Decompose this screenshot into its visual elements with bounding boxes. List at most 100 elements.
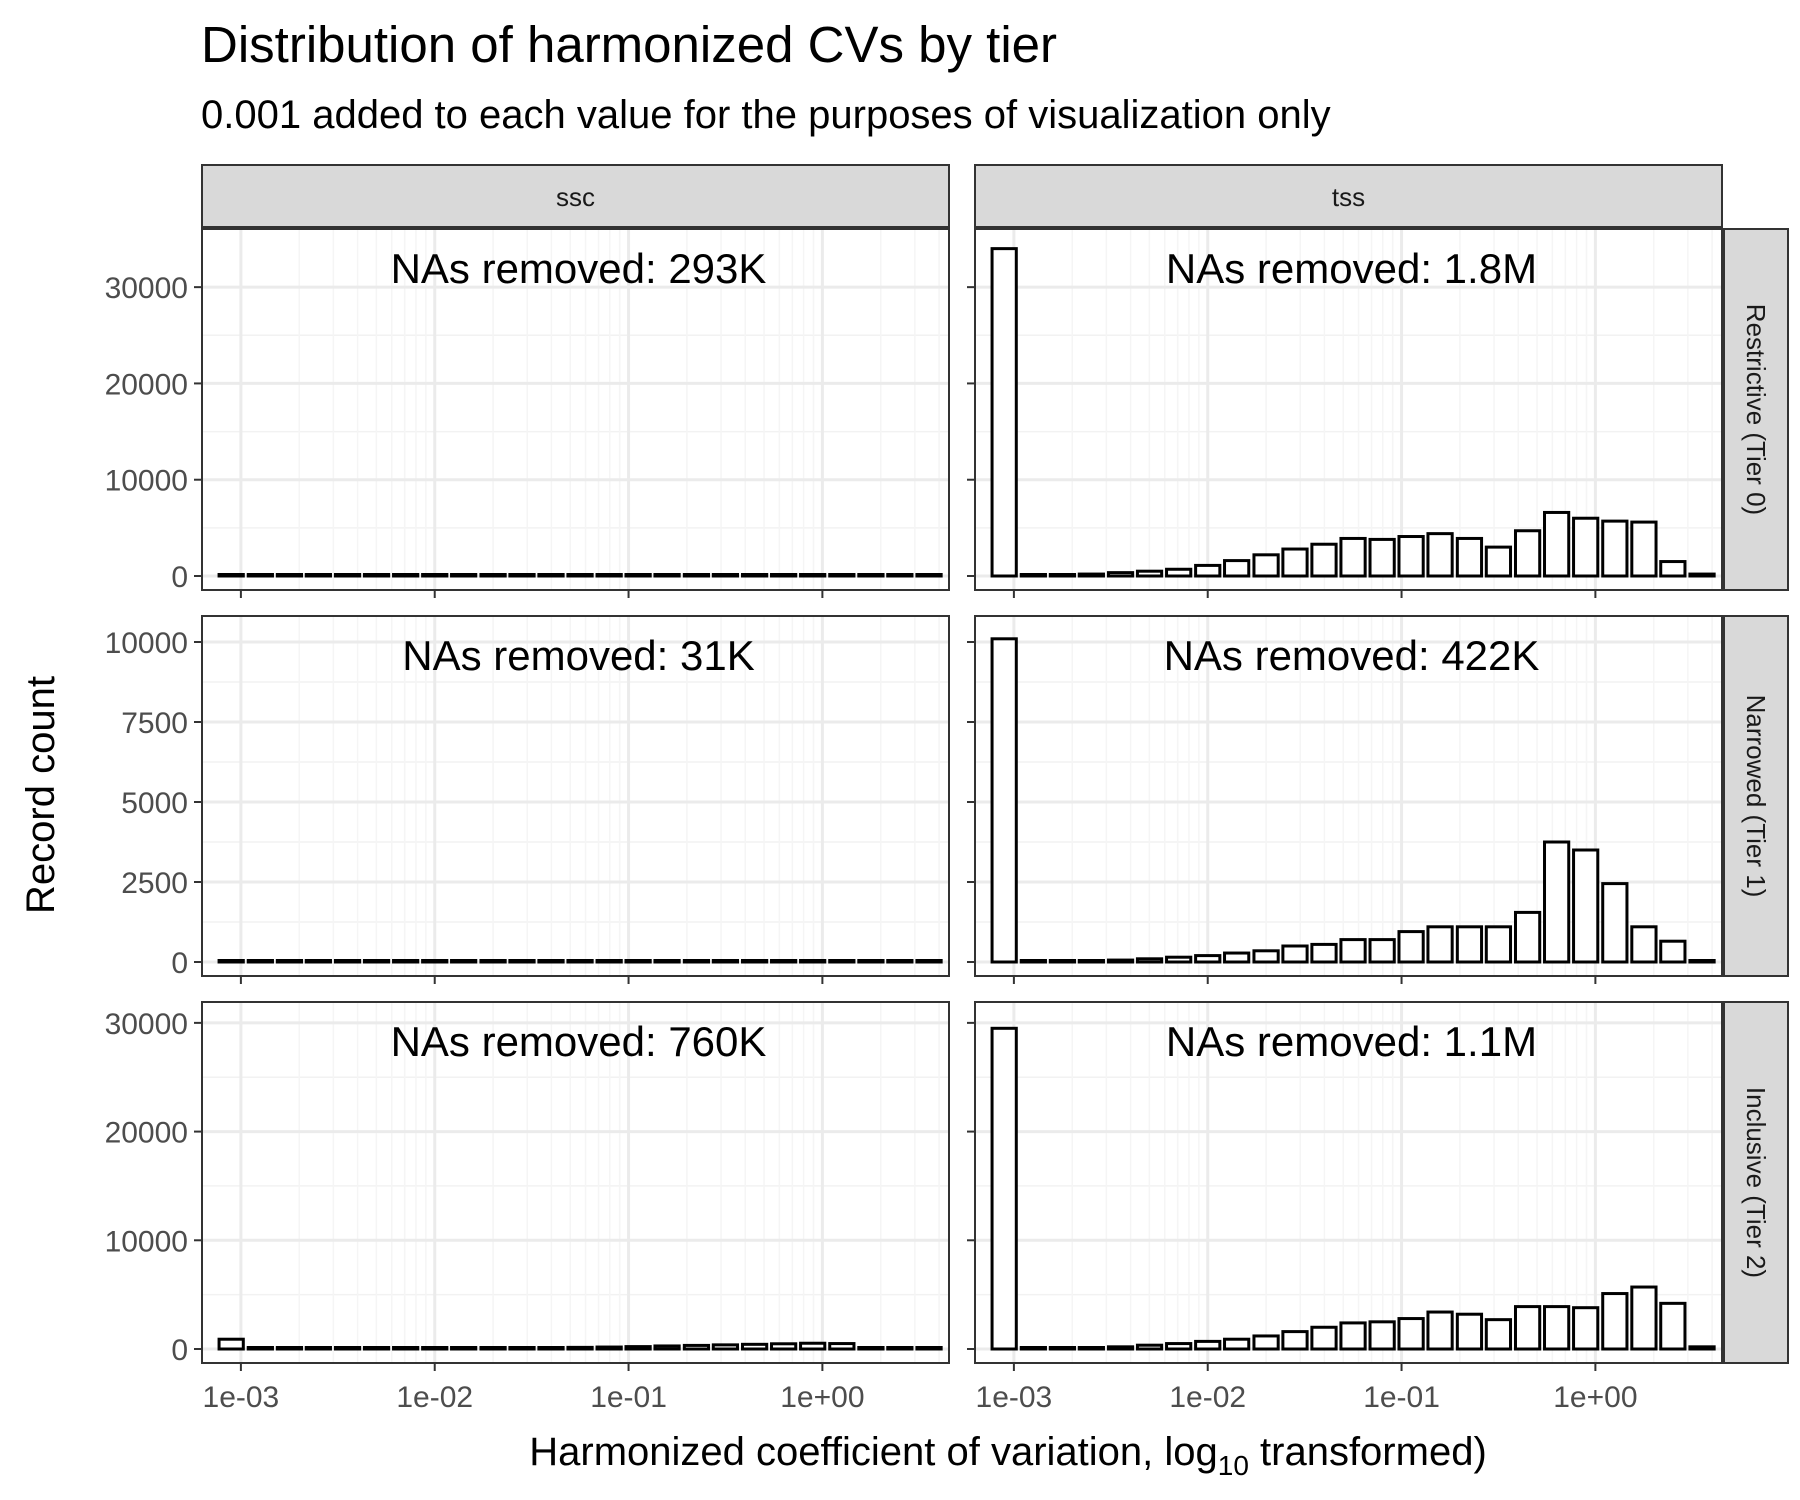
row-strip-label-inclusive-tier-2: Inclusive (Tier 2) <box>1741 1087 1771 1278</box>
x-tick-label: 1e+00 <box>780 1381 864 1414</box>
histogram-bar <box>333 1346 362 1351</box>
histogram-bar <box>828 959 856 964</box>
histogram-bar <box>275 959 304 964</box>
histogram-bar <box>421 1346 449 1351</box>
histogram-bar <box>1223 1337 1251 1351</box>
y-tick-label: 5000 <box>121 787 188 820</box>
y-tick-label: 2500 <box>121 867 188 900</box>
panel-border <box>201 228 950 591</box>
histogram-bar <box>508 959 536 964</box>
row-strip-label-restrictive-tier-0: Restrictive (Tier 0) <box>1741 304 1771 515</box>
panel-background <box>202 229 949 590</box>
histogram-bar <box>1688 572 1716 578</box>
histogram-bar <box>1601 882 1629 964</box>
y-tick-label: 10000 <box>105 1225 188 1258</box>
histogram-bar <box>479 959 507 964</box>
histogram-bar <box>1688 959 1716 964</box>
histogram-bar <box>624 1345 652 1351</box>
histogram-bar <box>537 1346 565 1351</box>
panel-restrictive-tier-0-tss: NAs removed: 1.8M <box>967 228 1723 598</box>
histogram-bar <box>1601 1292 1629 1351</box>
x-tick-label: 1e-01 <box>590 1381 667 1414</box>
strip-tss <box>974 164 1723 228</box>
histogram-bar <box>799 959 827 964</box>
histogram-bar <box>1543 510 1571 578</box>
histogram-bar <box>1077 1346 1105 1351</box>
histogram-bar <box>1543 840 1571 964</box>
chart-subtitle: 0.001 added to each value for the purpos… <box>201 93 1331 137</box>
histogram-bar <box>1368 537 1396 578</box>
y-tick-label: 10000 <box>105 627 188 660</box>
histogram-bar <box>1368 938 1396 964</box>
histogram-bar <box>770 573 798 578</box>
histogram-bar <box>362 573 391 578</box>
histogram-bar <box>246 573 274 578</box>
histogram-bar <box>653 573 681 578</box>
histogram-bar <box>1019 1346 1047 1351</box>
histogram-bar <box>857 573 885 578</box>
panel-border <box>974 228 1723 591</box>
histogram-bar <box>990 247 1018 578</box>
histogram-bar <box>450 573 478 578</box>
histogram-bar <box>886 1346 914 1351</box>
histogram-bar <box>1630 1285 1658 1351</box>
histogram-bar <box>1310 1325 1338 1351</box>
histogram-bar <box>1339 938 1367 964</box>
histogram-bar <box>595 1345 623 1351</box>
na-annotation: NAs removed: 422K <box>1164 632 1540 679</box>
histogram-bar <box>1310 542 1338 578</box>
x-tick-label: 1e-02 <box>1169 1381 1246 1414</box>
panel-border <box>201 1001 950 1364</box>
histogram-bar <box>1194 954 1222 964</box>
histogram-bar <box>1630 925 1658 964</box>
histogram-bar <box>1310 942 1338 964</box>
histogram-bar <box>1484 1318 1513 1351</box>
histogram-bar <box>1397 930 1425 964</box>
histogram-bar <box>1397 535 1425 578</box>
y-tick-label: 20000 <box>105 1117 188 1150</box>
y-tick-label: 0 <box>171 947 188 980</box>
x-axis-label-subscript: 10 <box>1218 1450 1249 1481</box>
na-annotation: NAs removed: 1.1M <box>1166 1018 1537 1065</box>
histogram-bar <box>537 959 565 964</box>
histogram-bar <box>1426 532 1454 578</box>
x-axis-label-tail: transformed) <box>1249 1430 1487 1474</box>
histogram-bar <box>1572 848 1600 964</box>
histogram-bar <box>1135 1343 1164 1351</box>
histogram-bar <box>1368 1320 1396 1351</box>
histogram-bar <box>682 959 711 964</box>
histogram-bar <box>1426 925 1454 964</box>
histogram-bar <box>421 959 449 964</box>
na-annotation: NAs removed: 1.8M <box>1166 245 1537 292</box>
histogram-bar <box>304 959 332 964</box>
histogram-bar <box>1339 1321 1367 1351</box>
histogram-bar <box>799 573 827 578</box>
histogram-bar <box>990 1026 1018 1351</box>
y-tick-label: 20000 <box>105 368 188 401</box>
histogram-bar <box>508 573 536 578</box>
histogram-bar <box>1601 519 1629 578</box>
histogram-bar <box>595 573 623 578</box>
histogram-bar <box>1688 1345 1716 1351</box>
histogram-bar <box>828 1342 856 1351</box>
histogram-bar <box>886 959 914 964</box>
histogram-bar <box>682 1343 711 1351</box>
histogram-bar <box>1455 1312 1484 1351</box>
histogram-bar <box>1281 547 1309 578</box>
y-tick-label: 30000 <box>105 272 188 305</box>
histogram-bar <box>595 959 623 964</box>
x-tick-label: 1e-03 <box>203 1381 280 1414</box>
histogram-bar <box>1630 520 1658 578</box>
panel-border <box>201 615 950 977</box>
histogram-bar <box>857 959 885 964</box>
histogram-bar <box>1513 1305 1542 1351</box>
histogram-bar <box>217 1337 245 1351</box>
histogram-bar <box>1659 560 1687 578</box>
histogram-bar <box>1426 1310 1454 1351</box>
histogram-bar <box>1252 553 1280 578</box>
histogram-bar <box>537 573 565 578</box>
histogram-bar <box>1513 529 1542 578</box>
panel-grid: ssc tss Restrictive (Tier 0) Narrowed (Tier… <box>105 164 1789 1414</box>
histogram-bar <box>1484 925 1513 964</box>
